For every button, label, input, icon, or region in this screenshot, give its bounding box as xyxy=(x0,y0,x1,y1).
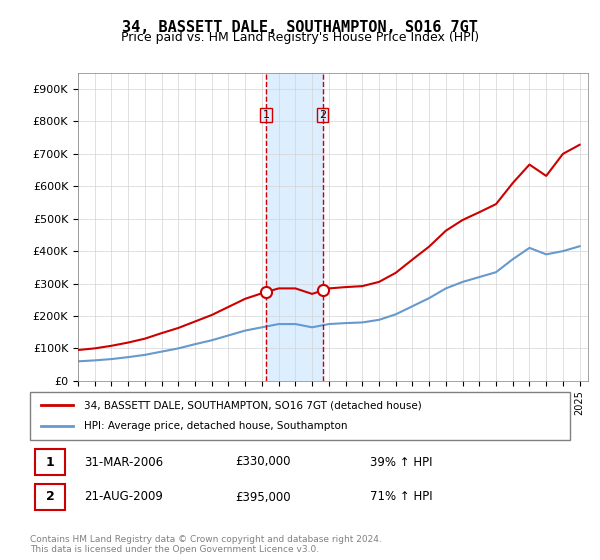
FancyBboxPatch shape xyxy=(35,449,65,475)
Text: 34, BASSETT DALE, SOUTHAMPTON, SO16 7GT (detached house): 34, BASSETT DALE, SOUTHAMPTON, SO16 7GT … xyxy=(84,400,422,410)
Text: 39% ↑ HPI: 39% ↑ HPI xyxy=(370,455,433,469)
Text: Price paid vs. HM Land Registry's House Price Index (HPI): Price paid vs. HM Land Registry's House … xyxy=(121,31,479,44)
Text: 71% ↑ HPI: 71% ↑ HPI xyxy=(370,491,433,503)
Text: Contains HM Land Registry data © Crown copyright and database right 2024.
This d: Contains HM Land Registry data © Crown c… xyxy=(30,535,382,554)
Text: £395,000: £395,000 xyxy=(235,491,291,503)
FancyBboxPatch shape xyxy=(30,392,570,440)
Text: 1: 1 xyxy=(263,110,269,120)
FancyBboxPatch shape xyxy=(35,484,65,510)
Text: 2: 2 xyxy=(319,110,326,120)
Text: 34, BASSETT DALE, SOUTHAMPTON, SO16 7GT: 34, BASSETT DALE, SOUTHAMPTON, SO16 7GT xyxy=(122,20,478,35)
Text: £330,000: £330,000 xyxy=(235,455,290,469)
Text: 1: 1 xyxy=(46,455,55,469)
Text: 31-MAR-2006: 31-MAR-2006 xyxy=(84,455,163,469)
Bar xyxy=(266,73,323,381)
Text: 2: 2 xyxy=(46,491,55,503)
Text: HPI: Average price, detached house, Southampton: HPI: Average price, detached house, Sout… xyxy=(84,421,347,431)
Text: 21-AUG-2009: 21-AUG-2009 xyxy=(84,491,163,503)
